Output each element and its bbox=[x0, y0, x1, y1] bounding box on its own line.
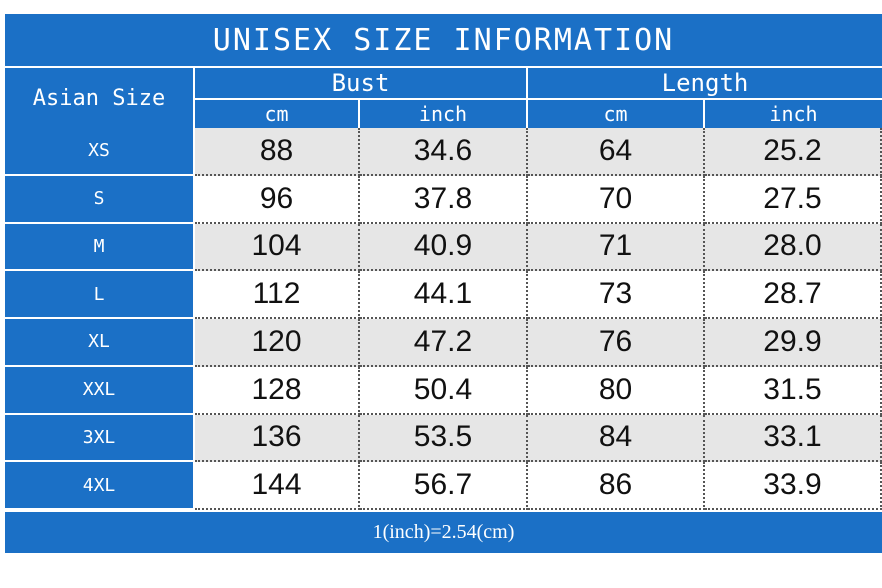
size-value: 76 bbox=[528, 319, 705, 367]
size-value: 56.7 bbox=[360, 462, 528, 510]
row-header-label: Asian Size bbox=[5, 68, 195, 128]
size-label: M bbox=[5, 223, 195, 272]
size-value: 50.4 bbox=[360, 366, 528, 415]
size-value: 44.1 bbox=[360, 271, 528, 319]
size-value: 53.5 bbox=[360, 414, 528, 463]
unit-header: cm bbox=[528, 100, 705, 128]
size-label: XL bbox=[5, 319, 195, 367]
size-value: 27.5 bbox=[705, 175, 882, 224]
size-value: 28.7 bbox=[705, 271, 882, 319]
title: UNISEX SIZE INFORMATION bbox=[5, 14, 882, 68]
size-value: 31.5 bbox=[705, 366, 882, 415]
size-value: 128 bbox=[195, 366, 360, 415]
unit-header: cm bbox=[195, 100, 360, 128]
unit-header: inch bbox=[705, 100, 882, 128]
size-value: 144 bbox=[195, 462, 360, 510]
size-value: 96 bbox=[195, 175, 360, 224]
size-label: S bbox=[5, 175, 195, 224]
size-value: 34.6 bbox=[360, 128, 528, 176]
size-value: 29.9 bbox=[705, 319, 882, 367]
size-value: 25.2 bbox=[705, 128, 882, 176]
size-label: 3XL bbox=[5, 414, 195, 463]
size-value: 33.9 bbox=[705, 462, 882, 510]
size-value: 71 bbox=[528, 223, 705, 272]
size-value: 73 bbox=[528, 271, 705, 319]
size-label: XXL bbox=[5, 366, 195, 415]
size-label: XS bbox=[5, 128, 195, 176]
size-value: 136 bbox=[195, 414, 360, 463]
unit-header: inch bbox=[360, 100, 528, 128]
size-value: 37.8 bbox=[360, 175, 528, 224]
group-header: Bust bbox=[195, 68, 528, 100]
size-value: 47.2 bbox=[360, 319, 528, 367]
size-value: 120 bbox=[195, 319, 360, 367]
size-value: 28.0 bbox=[705, 223, 882, 272]
size-value: 80 bbox=[528, 366, 705, 415]
size-value: 86 bbox=[528, 462, 705, 510]
size-value: 40.9 bbox=[360, 223, 528, 272]
size-value: 70 bbox=[528, 175, 705, 224]
size-value: 112 bbox=[195, 271, 360, 319]
size-label: 4XL bbox=[5, 462, 195, 510]
size-value: 88 bbox=[195, 128, 360, 176]
footer-note: 1(inch)=2.54(cm) bbox=[5, 510, 882, 553]
size-value: 84 bbox=[528, 414, 705, 463]
size-value: 64 bbox=[528, 128, 705, 176]
size-value: 104 bbox=[195, 223, 360, 272]
size-label: L bbox=[5, 271, 195, 319]
size-value: 33.1 bbox=[705, 414, 882, 463]
group-header: Length bbox=[528, 68, 882, 100]
